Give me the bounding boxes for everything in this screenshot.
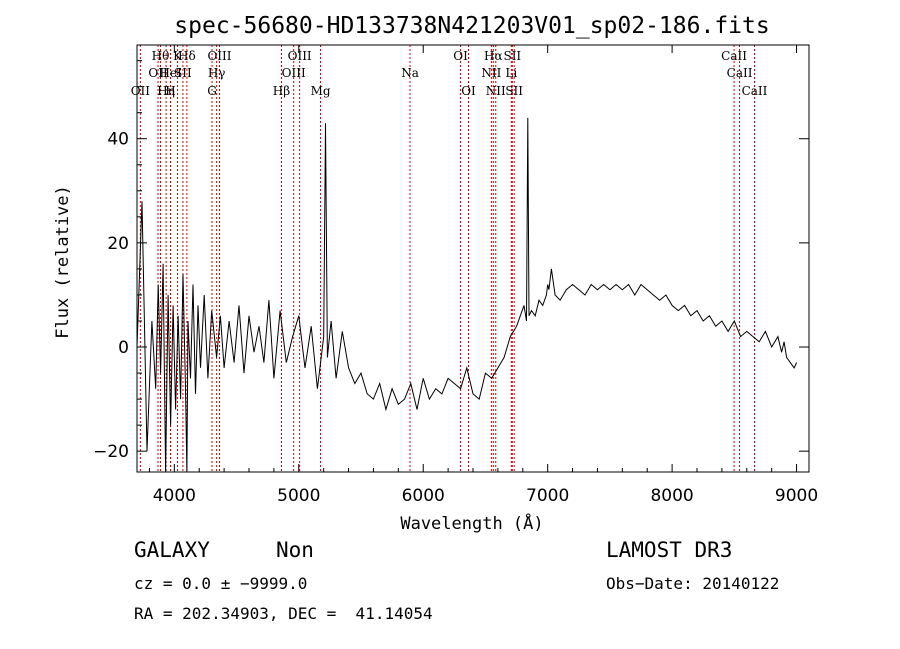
- marker-label-14: OIII: [288, 49, 312, 63]
- marker-label-15: Mg: [311, 84, 331, 98]
- x-tick-label: 5000: [277, 486, 320, 506]
- x-tick-label: 7000: [526, 486, 569, 506]
- marker-label-7: SII: [174, 66, 192, 80]
- object-subclass: Non: [276, 538, 314, 562]
- observation-date: Obs−Date: 20140122: [606, 574, 780, 593]
- marker-label-9: G: [207, 84, 217, 98]
- emission-line-labels: OII OII Hθ Hη HeI H K SII Hδ G Hγ OIII Hβ OIII OIII Mg N…: [131, 49, 768, 98]
- marker-label-17: OI: [453, 49, 468, 63]
- marker-label-19: NII: [481, 66, 501, 80]
- marker-label-18: OI: [461, 84, 476, 98]
- marker-label-1: OII: [148, 66, 168, 80]
- x-tick-label: 8000: [650, 486, 693, 506]
- survey-name: LAMOST DR3: [606, 538, 733, 562]
- marker-label-5: H: [165, 84, 175, 98]
- y-axis-label: Flux (relative): [53, 185, 73, 339]
- marker-label-21: NII: [486, 84, 506, 98]
- marker-label-4: HeI: [159, 66, 182, 80]
- marker-label-13: OIII: [282, 66, 306, 80]
- y-tick-label: 20: [107, 234, 129, 254]
- marker-label-12: Hβ: [273, 84, 290, 98]
- y-axis-ticks: −20 0 20 40: [93, 60, 809, 462]
- marker-label-3: Hη: [157, 84, 175, 98]
- marker-label-10: Hγ: [208, 66, 226, 80]
- x-axis-ticks: 4000 5000 6000 7000 8000 9000: [148, 45, 818, 506]
- marker-label-11: OIII: [207, 49, 231, 63]
- plot-area-frame: [136, 44, 810, 473]
- marker-label-23: SII: [503, 49, 521, 63]
- object-class: GALAXY: [134, 538, 210, 562]
- x-axis-label: Wavelength (Å): [400, 512, 543, 534]
- marker-label-25: CaII: [721, 49, 747, 63]
- x-tick-label: 6000: [402, 486, 445, 506]
- x-tick-label: 4000: [153, 486, 196, 506]
- marker-label-22: Li: [505, 66, 517, 80]
- marker-label-27: CaII: [742, 84, 768, 98]
- chart-title: spec-56680-HD133738N421203V01_sp02-186.f…: [174, 13, 769, 39]
- y-tick-label: 0: [118, 338, 129, 358]
- marker-label-0: OII: [131, 84, 151, 98]
- flux-series-line: [136, 117, 798, 473]
- marker-label-6: K: [173, 49, 183, 63]
- y-tick-label: 40: [107, 130, 129, 150]
- marker-label-16: Na: [401, 66, 419, 80]
- marker-label-2: Hθ: [152, 49, 170, 63]
- marker-label-20: Hα: [484, 49, 503, 63]
- marker-label-8: Hδ: [178, 49, 196, 63]
- y-tick-label: −20: [93, 442, 129, 462]
- x-tick-label: 9000: [775, 486, 818, 506]
- marker-label-24: SII: [505, 84, 523, 98]
- emission-line-markers: [139, 45, 755, 472]
- redshift-value: cz = 0.0 ± −9999.0: [134, 574, 308, 593]
- sky-coordinates: RA = 202.34903, DEC = 41.14054: [134, 604, 433, 623]
- marker-label-26: CaII: [727, 66, 753, 80]
